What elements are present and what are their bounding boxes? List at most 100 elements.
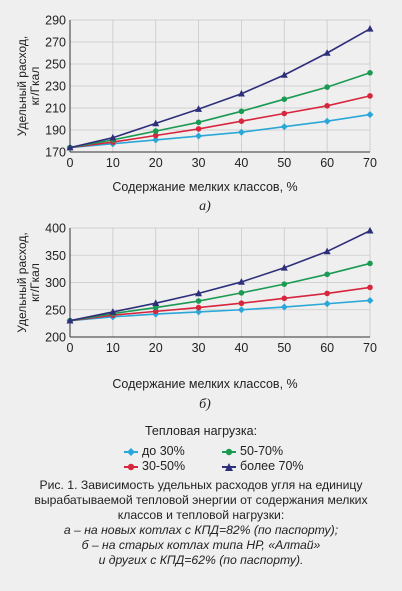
data-point	[152, 119, 160, 127]
data-point	[237, 306, 245, 314]
data-point	[280, 71, 288, 78]
y-axis-label: кг/Гкал	[28, 67, 42, 106]
x-tick-label: 30	[192, 156, 206, 170]
x-axis-label: Содержание мелких классов, %	[112, 377, 297, 391]
data-point	[152, 136, 160, 144]
data-point	[238, 108, 245, 115]
legend-label: до 30%	[142, 444, 185, 458]
y-axis-label: Удельный расход,	[15, 232, 29, 332]
series-line	[69, 72, 371, 149]
data-point	[195, 308, 203, 316]
caption-line: классов и тепловой нагрузки:	[117, 508, 285, 522]
data-point	[237, 278, 245, 285]
diamond-icon	[124, 447, 138, 456]
data-point	[281, 96, 288, 102]
y-tick-label: 230	[45, 80, 66, 94]
y-tick-label: 200	[45, 331, 66, 345]
data-point	[195, 132, 203, 140]
chart-subtitle: а)	[199, 199, 211, 214]
data-point	[366, 226, 374, 234]
data-point	[237, 128, 245, 136]
x-tick-label: 30	[192, 341, 206, 355]
legend-item-bolee-70: более 70%	[222, 459, 304, 473]
chart-subtitle: б)	[199, 397, 211, 412]
series-line	[69, 299, 371, 322]
y-axis-label: Удельный расход,	[15, 36, 29, 136]
y-tick-label: 250	[45, 303, 66, 317]
data-point	[152, 304, 159, 311]
caption-line: б – на старых котлах типа НР, «Алтай»	[81, 538, 321, 552]
y-axis-label: кг/Гкал	[28, 263, 42, 302]
data-point	[281, 110, 288, 117]
circle-icon	[222, 448, 236, 455]
data-point	[109, 308, 117, 315]
data-point	[238, 118, 245, 124]
data-point	[366, 111, 374, 119]
series-line	[69, 28, 371, 149]
triangle-icon	[222, 462, 236, 471]
data-point	[324, 271, 330, 278]
legend-title: Тепловая нагрузка:	[144, 424, 258, 438]
series-line	[69, 95, 371, 149]
data-point	[237, 89, 245, 97]
data-point	[195, 119, 202, 126]
data-point	[238, 290, 245, 296]
legend-label: более 70%	[240, 459, 304, 473]
y-tick-label: 170	[45, 146, 66, 160]
x-tick-label: 70	[363, 341, 377, 355]
caption-line: а – на новых котлах с КПД=82% (по паспор…	[63, 523, 339, 537]
x-tick-label: 40	[234, 156, 248, 170]
x-tick-label: 60	[320, 341, 334, 355]
data-point	[323, 300, 331, 308]
data-point	[281, 281, 288, 287]
data-point	[281, 295, 288, 302]
x-tick-label: 20	[149, 341, 163, 355]
legend-item-30-50: 30-50%	[124, 459, 185, 473]
series-line	[69, 286, 371, 322]
circle-icon	[124, 463, 138, 470]
x-axis-label: Содержание мелких классов, %	[112, 180, 297, 194]
x-tick-label: 20	[149, 156, 163, 170]
y-tick-label: 350	[45, 249, 66, 263]
y-tick-label: 290	[45, 14, 66, 28]
data-point	[367, 70, 373, 76]
legend-item-do-30: до 30%	[124, 444, 185, 458]
x-tick-label: 60	[320, 156, 334, 170]
x-tick-label: 0	[67, 156, 74, 170]
data-point	[324, 290, 330, 297]
caption-line: и других с КПД=62% (по паспорту).	[98, 553, 304, 567]
data-point	[195, 289, 203, 297]
series-line	[69, 113, 371, 149]
data-point	[366, 296, 374, 304]
x-tick-label: 10	[106, 341, 120, 355]
data-point	[367, 93, 373, 99]
data-point	[367, 284, 373, 291]
series-line	[69, 262, 371, 322]
data-point	[238, 300, 245, 307]
y-tick-label: 400	[45, 222, 66, 236]
data-point	[152, 128, 159, 134]
charts-svg: 0 10 20 30 40 50 60 70 170 190 210 230 250 270 290 Соде…	[15, 14, 377, 413]
series-line	[69, 230, 371, 322]
data-point	[195, 304, 202, 311]
data-point	[280, 303, 288, 311]
data-point	[323, 49, 331, 56]
x-tick-label: 70	[363, 156, 377, 170]
data-point	[366, 25, 374, 32]
y-tick-label: 270	[45, 36, 66, 50]
data-point	[195, 298, 202, 304]
data-point	[280, 123, 288, 131]
data-point	[66, 143, 74, 151]
y-tick-label: 250	[45, 58, 66, 72]
caption-line: вырабатываемой тепловой энергии от содер…	[34, 493, 368, 507]
y-tick-label: 300	[45, 276, 66, 290]
data-point	[152, 299, 160, 307]
data-point	[66, 316, 74, 324]
x-tick-label: 40	[234, 341, 248, 355]
caption-line: Рис. 1. Зависимость удельных расходов уг…	[39, 478, 363, 492]
data-point	[324, 84, 330, 90]
data-point	[367, 260, 373, 267]
y-tick-label: 190	[45, 124, 66, 138]
x-tick-label: 10	[106, 156, 120, 170]
x-tick-label: 50	[277, 156, 291, 170]
